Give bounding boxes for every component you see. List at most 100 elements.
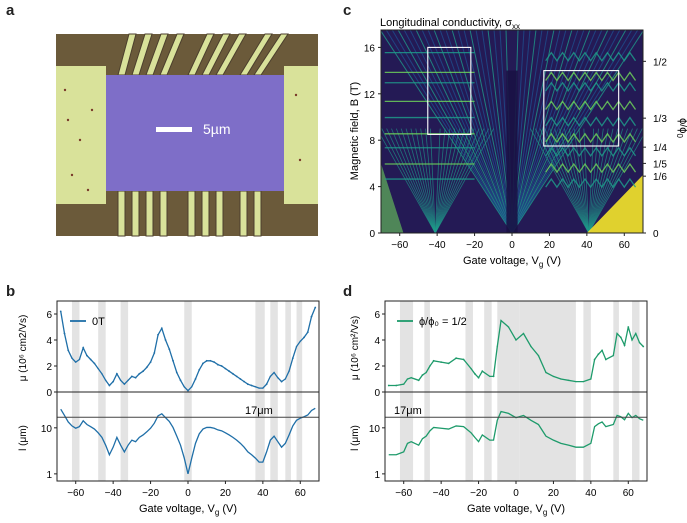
panel-d-axes: −60 −40 −20 0 20 40 60 0 2 4 6 1 10 <box>369 310 634 499</box>
panel-c-title: Longitudinal conductivity, σxx <box>380 17 520 31</box>
shaded-band <box>424 301 430 481</box>
left-contact-pad <box>56 66 106 204</box>
y-tick-label: 4 <box>46 336 52 347</box>
y-tick-label: 12 <box>364 90 376 101</box>
zigzag-feature <box>545 81 637 93</box>
panel-label-b: b <box>6 283 16 300</box>
electrode-lead <box>201 190 210 237</box>
x-tick-label: 60 <box>295 488 307 499</box>
right-tick-label: 1/5 <box>653 159 667 170</box>
shaded-band <box>285 301 291 481</box>
shaded-band <box>120 301 129 481</box>
graphene-channel <box>101 75 287 191</box>
fan-ray <box>397 30 513 233</box>
fan-ray <box>434 128 460 233</box>
fan-ray <box>475 30 513 233</box>
fan-ray <box>391 128 436 233</box>
fan-ray <box>511 30 555 233</box>
fan-ray <box>395 128 436 233</box>
panel-d-ylabel-top: μ (10⁶ cm²/Vs) <box>350 316 361 380</box>
top-electrodes <box>117 33 289 76</box>
x-tick-label: 40 <box>581 240 593 251</box>
panel-label-a: a <box>6 2 15 19</box>
zigzag-feature <box>545 100 637 111</box>
debris-dot <box>294 93 298 97</box>
y-tick-label: 0 <box>369 229 375 240</box>
electrode-lead <box>253 190 262 237</box>
shaded-band <box>399 301 414 481</box>
fan-ray <box>381 135 436 233</box>
debris-dot <box>63 88 67 92</box>
zigzag-feature <box>545 132 637 144</box>
mean-free-path-curve <box>60 407 316 475</box>
fan-ray <box>457 30 513 233</box>
heatmap-image <box>381 30 643 233</box>
fan-ray <box>420 128 436 233</box>
mobility-curve <box>388 319 644 387</box>
shaded-band <box>98 301 106 481</box>
debris-dot <box>78 138 82 142</box>
electrode-lead <box>187 190 196 237</box>
debris-dot <box>90 108 94 112</box>
zigzag-feature <box>545 116 637 127</box>
shaded-band <box>270 301 278 481</box>
reference-label: 17μm <box>245 405 273 417</box>
scale-bar <box>156 127 192 132</box>
x-tick-label: 20 <box>548 488 560 499</box>
y-tick-label: 1 <box>46 470 52 481</box>
fan-ray <box>415 30 513 233</box>
fan-ray <box>430 128 436 233</box>
fan-ray <box>511 30 621 233</box>
y-tick-label: 6 <box>46 310 52 321</box>
shaded-band <box>519 301 576 481</box>
debris-dot <box>298 158 302 162</box>
right-tick-label: 1/3 <box>653 114 667 125</box>
hofstadter-features <box>381 51 643 233</box>
shaded-band <box>613 301 619 481</box>
y-tick-label: 8 <box>369 136 375 147</box>
panel-b-ylabel-top: μ (10⁶ cm2/Vs) <box>18 315 29 382</box>
bottom-electrodes <box>117 190 262 237</box>
x-tick-label: 0 <box>509 240 515 251</box>
fan-ray <box>511 30 643 233</box>
panel-c-heatmap: Longitudinal conductivity, σxx −60 −40 −20… <box>349 17 687 269</box>
x-tick-label: −60 <box>395 488 412 499</box>
fan-ray <box>386 128 436 233</box>
fan-ray <box>588 128 638 233</box>
shaded-band <box>583 301 591 481</box>
shaded-band <box>71 301 80 481</box>
right-tick-label: 1/2 <box>653 57 667 68</box>
y-tick-label: 4 <box>369 183 375 194</box>
electrode-lead <box>145 190 154 237</box>
fan-ray <box>511 30 627 233</box>
fan-ray <box>403 30 513 233</box>
fan-ray <box>469 30 513 233</box>
fan-ray <box>511 30 567 233</box>
zigzag-feature <box>545 71 637 82</box>
panel-d-ylabel-bottom: l (μm) <box>350 425 361 451</box>
shaded-bands <box>387 301 645 481</box>
panel-b-xlabel: Gate voltage, Vg (V) <box>139 503 237 517</box>
zigzag-feature <box>545 51 637 62</box>
electrode-lead <box>159 190 168 237</box>
panel-a-micrograph: 5µm <box>56 33 318 237</box>
high-conductivity-region <box>381 163 404 233</box>
shaded-band <box>255 301 265 481</box>
electrode-lead <box>215 190 224 237</box>
highlight-box <box>427 46 472 135</box>
legend-label: 0T <box>92 316 105 328</box>
fan-ray <box>434 128 451 233</box>
fan-ray <box>511 30 615 233</box>
right-tick-label: 0 <box>653 229 659 240</box>
fan-ray <box>425 128 436 233</box>
reference-label: 17μm <box>394 405 422 417</box>
fan-ray <box>511 30 579 233</box>
x-tick-label: −60 <box>67 488 84 499</box>
x-tick-label: −40 <box>433 488 450 499</box>
fan-ray <box>434 128 495 233</box>
shaded-band <box>465 301 473 481</box>
x-tick-label: −40 <box>429 240 446 251</box>
x-tick-label: −40 <box>105 488 122 499</box>
fan-ray <box>511 30 549 233</box>
